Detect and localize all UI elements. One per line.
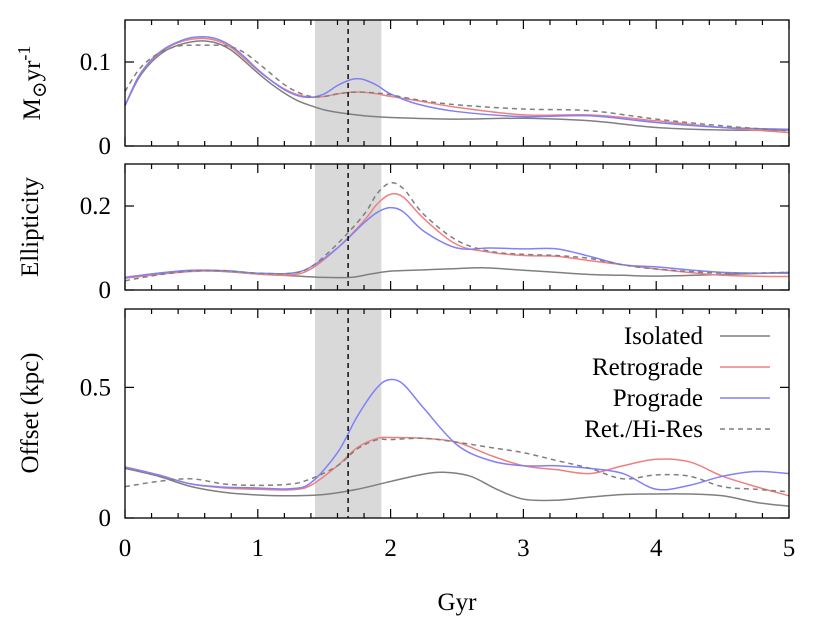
- panel-bottom-frame: [124, 308, 790, 519]
- panel-middle-frame: [124, 163, 790, 291]
- series-line-retrograde: [124, 436, 790, 497]
- x-tick-label: 4: [650, 535, 663, 562]
- series-line-isolated: [124, 467, 790, 507]
- panel-top-minor-ticks: [124, 20, 790, 147]
- panel-top-ylabel: M⊙yr-1: [14, 46, 51, 121]
- y-tick-label: 0.1: [80, 49, 111, 76]
- panel-top: 00.1 M⊙yr-1: [14, 19, 790, 160]
- series-line-ret-hi-res: [124, 44, 790, 132]
- y-tick-label: 0.2: [80, 193, 111, 220]
- panel-middle-ytick-labels: 00.2: [80, 193, 111, 304]
- panel-bottom-ytick-labels: 00.5: [80, 374, 111, 532]
- series-line-prograde: [124, 378, 790, 491]
- x-tick-label: 5: [783, 535, 796, 562]
- panel-top-frame: [124, 19, 790, 147]
- ylabel-sup: -1: [14, 46, 34, 61]
- legend-label: Ret./Hi-Res: [584, 416, 703, 443]
- legend-label: Prograde: [613, 385, 703, 412]
- panel-top-ytick-labels: 00.1: [80, 49, 111, 160]
- series-line-retrograde: [124, 193, 790, 279]
- legend: Isolated Retrograde Prograde Ret./Hi-Res: [584, 323, 770, 443]
- y-tick-label: 0.5: [80, 374, 111, 401]
- legend-label: Retrograde: [592, 354, 703, 381]
- y-tick-label: 0: [99, 277, 112, 304]
- y-tick-label: 0: [99, 505, 112, 532]
- series-line-ret-hi-res: [124, 182, 790, 282]
- x-tick-label: 1: [252, 535, 265, 562]
- series-line-isolated: [124, 40, 790, 131]
- x-tick-label: 2: [384, 535, 397, 562]
- panel-middle-ylabel: Ellipticity: [17, 177, 44, 277]
- x-tick-label: 3: [517, 535, 530, 562]
- ylabel-sub: ⊙: [29, 81, 51, 98]
- panel-middle-minor-ticks: [124, 164, 790, 291]
- panel-middle: 00.2 Ellipticity: [17, 163, 790, 304]
- panel-middle-series-layer: [124, 182, 790, 282]
- x-tick-label: 0: [119, 535, 132, 562]
- series-line-prograde: [124, 206, 790, 279]
- x-axis-title: Gyr: [438, 589, 478, 616]
- series-line-prograde: [124, 35, 790, 130]
- series-line-ret-hi-res: [124, 437, 790, 493]
- y-tick-label: 0: [99, 133, 112, 160]
- ylabel-base: M: [19, 98, 46, 120]
- panel-bottom-series-layer: [124, 378, 790, 507]
- legend-label: Isolated: [624, 323, 704, 350]
- panel-top-series-layer: [124, 35, 790, 134]
- panel-bottom-ylabel: Offset (kpc): [17, 352, 44, 473]
- ylabel-mid: yr: [19, 60, 46, 82]
- panel-bottom-xtick-labels: 0 1 2 3 4 5: [119, 535, 796, 562]
